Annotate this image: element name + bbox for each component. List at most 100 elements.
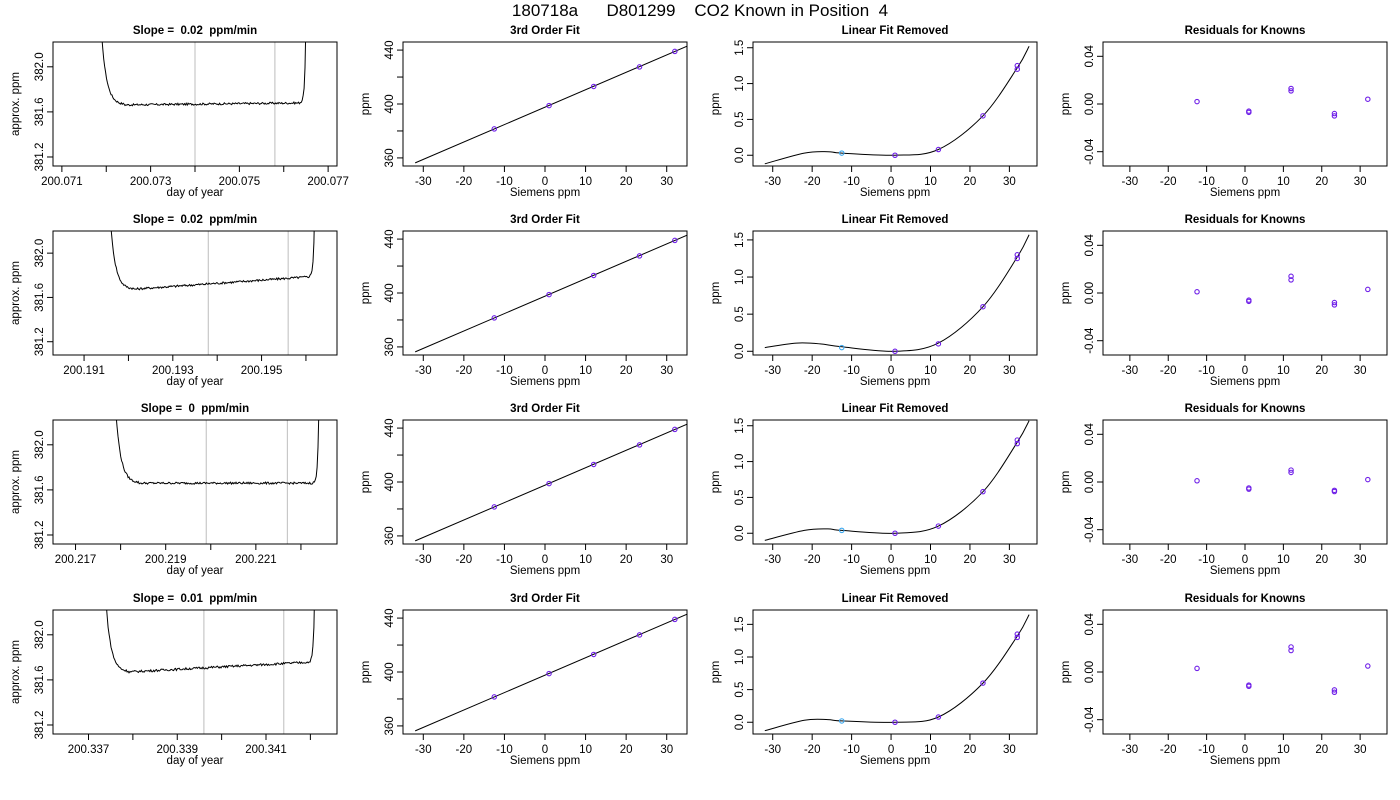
plot-area [764, 614, 1030, 732]
plot-area [106, 610, 315, 674]
x-tick-label: -20 [804, 365, 821, 377]
plot-frame [1102, 41, 1388, 167]
x-tick-label: -10 [843, 176, 860, 188]
data-point [1331, 110, 1338, 117]
x-axis-label: day of year [166, 565, 224, 577]
page-title: 180718a D801299 CO2 Known in Position 4 [511, 1, 889, 20]
plot-frame [52, 609, 338, 735]
data-point [636, 64, 643, 70]
plot-frame [1102, 230, 1388, 356]
x-tick-label: 20 [620, 176, 633, 188]
y-tick-label: 360 [384, 148, 396, 167]
y-tick-label: 0.00 [1084, 282, 1096, 304]
plot-svg: 200.191 200.193 200.195 381.2 381.6 382.0 [34, 230, 338, 377]
y-tick-label: 440 [384, 40, 396, 59]
x-tick-label: 0 [1242, 176, 1248, 188]
x-axis-label: Siemens ppm [859, 376, 931, 388]
x-tick-label: 0 [542, 744, 548, 756]
plot-area [414, 45, 687, 164]
plot-svg: -30 -20 -10 0 10 20 30 0.0 0.5 1.0 1.5 [734, 230, 1038, 377]
x-tick-label: -30 [415, 744, 432, 756]
data-point [1288, 273, 1294, 280]
y-tick-label: 0.5 [734, 489, 746, 505]
y-tick-label: -0.04 [1084, 327, 1096, 354]
x-tick-label: -10 [496, 744, 513, 756]
x-tick-label: 0 [888, 744, 894, 756]
x-axis-label: Siemens ppm [859, 755, 931, 767]
y-tick-label: 381.6 [34, 283, 46, 312]
plot-svg: -30 -20 -10 0 10 20 30 -0.04 0.00 0.04 [1084, 609, 1388, 756]
x-tick-label: -10 [1198, 365, 1215, 377]
x-axis-label: day of year [166, 187, 224, 199]
data-point [980, 113, 986, 119]
plot-frame [52, 230, 338, 356]
x-tick-label: 10 [579, 554, 592, 566]
plot-frame [402, 609, 688, 735]
y-tick-label: 0.04 [1084, 423, 1096, 446]
y-tick-label: 0.0 [734, 343, 746, 359]
data-point [1194, 665, 1200, 672]
data-point [1288, 469, 1294, 476]
x-tick-label: -10 [496, 365, 513, 377]
plot-svg: 200.071 200.073 200.075 200.077 381.2 381.6 38… [34, 41, 349, 188]
x-tick-label: 10 [1277, 365, 1290, 377]
data-point [1331, 488, 1338, 495]
x-tick-label: 30 [1003, 176, 1016, 188]
data-point [1014, 437, 1021, 443]
y-tick-label: -0.04 [1084, 516, 1096, 543]
data-point [546, 480, 552, 487]
data-point [1288, 85, 1294, 92]
panel-title: Residuals for Knowns [1184, 25, 1306, 37]
x-tick-label: 20 [964, 744, 977, 756]
y-tick-label: 0.04 [1084, 234, 1096, 257]
x-tick-label: 0 [888, 176, 894, 188]
y-tick-label: 0.04 [1084, 613, 1096, 636]
panel-title: Residuals for Knowns [1184, 214, 1306, 226]
x-tick-label: 0 [1242, 365, 1248, 377]
x-tick-label: 10 [1277, 744, 1290, 756]
plot-area [115, 420, 320, 486]
data-point [636, 632, 643, 638]
y-tick-label: 1.5 [734, 232, 746, 248]
x-tick-label: 10 [579, 365, 592, 377]
fit-curve [764, 614, 1030, 732]
panel-title: Slope = 0.02 ppm/min [132, 25, 258, 37]
data-point [1365, 663, 1371, 669]
y-axis-label: approx. ppm [9, 450, 22, 514]
plot-frame [1102, 419, 1388, 545]
y-tick-label: 1.0 [734, 649, 746, 665]
y-tick-label: 381.6 [34, 98, 46, 127]
plot-area [764, 420, 1030, 541]
data-point [1194, 98, 1200, 105]
plot-frame [402, 230, 688, 356]
chart-row: 200.337 200.339 200.341 381.2 381.6 382.0 Slop… [0, 592, 1400, 782]
chart-panel: -30 -20 -10 0 10 20 30 0.0 0.5 1.0 1.5 Linear Fit R… [700, 402, 1050, 592]
plot-area [414, 423, 687, 542]
y-tick-label: 360 [384, 526, 396, 545]
y-tick-label: 382.0 [34, 430, 46, 459]
y-tick-label: 381.6 [34, 476, 46, 505]
plot-svg: -30 -20 -10 0 10 20 30 0.0 0.5 1.0 1.5 [734, 40, 1038, 188]
x-tick-label: 200.193 [152, 365, 194, 377]
concentration-trace [115, 420, 320, 486]
x-axis-label: Siemens ppm [859, 187, 931, 199]
x-tick-label: 30 [1354, 744, 1367, 756]
plot-frame [1102, 609, 1388, 735]
plot-svg: -30 -20 -10 0 10 20 30 -0.04 0.00 0.04 [1084, 230, 1388, 377]
data-point [1014, 66, 1021, 72]
y-tick-label: 400 [384, 662, 396, 681]
data-point [1014, 631, 1021, 637]
chart-row: 200.071 200.073 200.075 200.077 381.2 381.6 38… [0, 24, 1400, 214]
y-tick-label: 1.5 [734, 616, 746, 632]
data-point [491, 315, 498, 321]
data-point [1014, 252, 1021, 258]
x-axis-label: day of year [166, 755, 224, 767]
x-tick-label: -10 [1198, 554, 1215, 566]
chart-panel: 200.217 200.219 200.221 381.2 381.6 382.0 Slop… [0, 402, 350, 592]
x-axis-label: Siemens ppm [859, 565, 931, 577]
y-axis-label: ppm [1060, 281, 1073, 305]
x-tick-label: 30 [1003, 365, 1016, 377]
x-tick-label: -30 [415, 365, 432, 377]
y-tick-label: 1.0 [734, 269, 746, 285]
x-tick-label: 10 [924, 554, 937, 566]
